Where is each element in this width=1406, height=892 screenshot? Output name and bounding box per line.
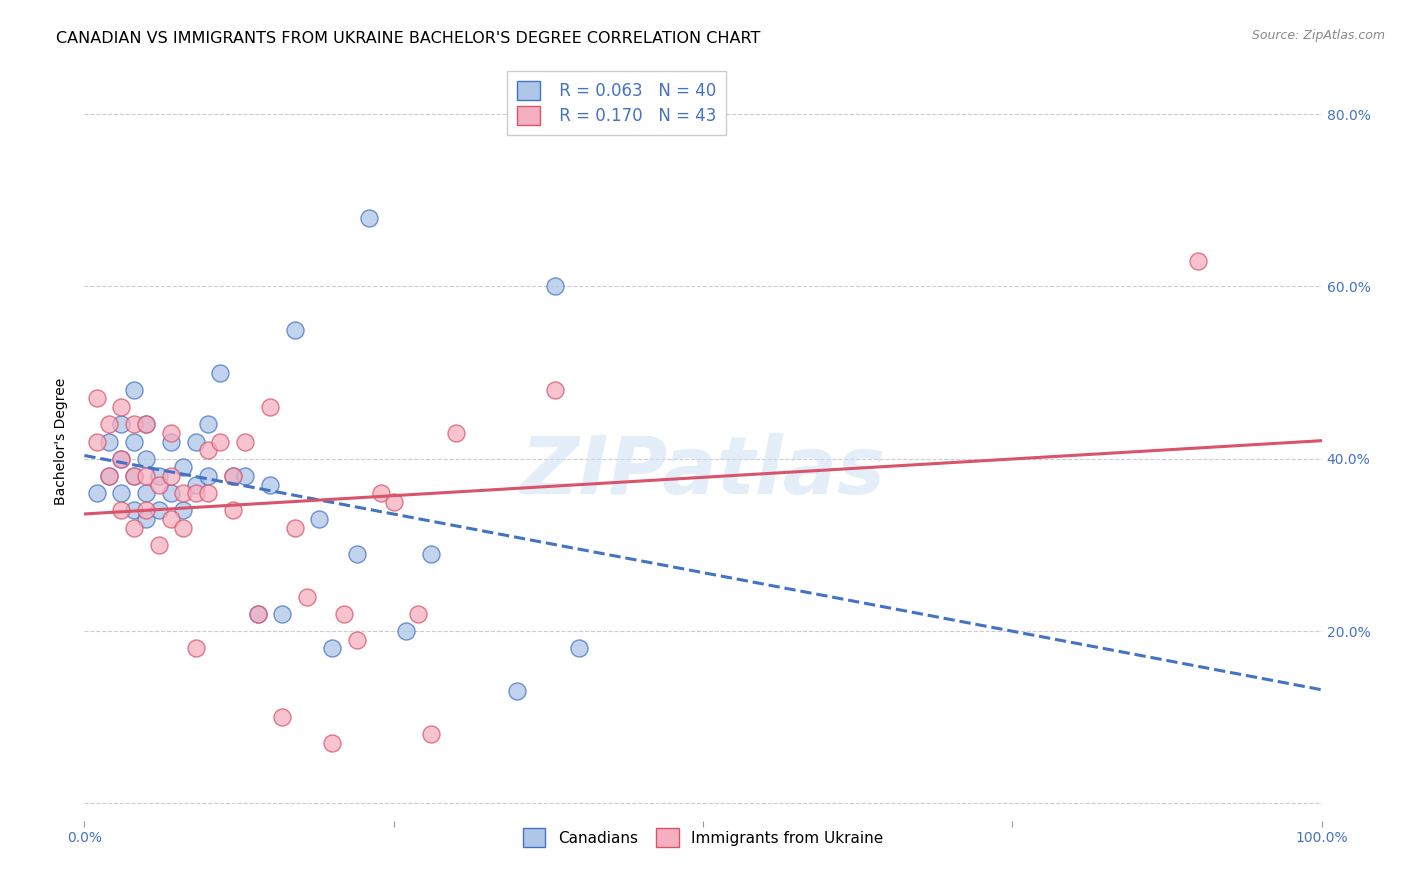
Point <box>160 486 183 500</box>
Point <box>86 392 108 406</box>
Point <box>184 486 207 500</box>
Point <box>346 547 368 561</box>
Point <box>172 503 194 517</box>
Point <box>160 469 183 483</box>
Point <box>135 486 157 500</box>
Point <box>419 727 441 741</box>
Point <box>506 684 529 698</box>
Point <box>148 477 170 491</box>
Point <box>321 641 343 656</box>
Point <box>160 434 183 449</box>
Point <box>333 607 356 621</box>
Point <box>357 211 380 225</box>
Point <box>321 736 343 750</box>
Point <box>197 486 219 500</box>
Point <box>259 400 281 414</box>
Point <box>382 495 405 509</box>
Point <box>98 417 121 432</box>
Point <box>419 547 441 561</box>
Point <box>408 607 430 621</box>
Point <box>172 460 194 475</box>
Point <box>135 451 157 466</box>
Y-axis label: Bachelor's Degree: Bachelor's Degree <box>55 378 69 505</box>
Point <box>98 434 121 449</box>
Point <box>568 641 591 656</box>
Point <box>135 417 157 432</box>
Point <box>259 477 281 491</box>
Point <box>246 607 269 621</box>
Point <box>110 417 132 432</box>
Point <box>135 503 157 517</box>
Point <box>209 434 232 449</box>
Point <box>172 486 194 500</box>
Point <box>246 607 269 621</box>
Point <box>444 425 467 440</box>
Point <box>271 607 294 621</box>
Point <box>271 710 294 724</box>
Point <box>295 590 318 604</box>
Point <box>184 641 207 656</box>
Point <box>98 469 121 483</box>
Point <box>233 469 256 483</box>
Point <box>346 632 368 647</box>
Point <box>543 383 565 397</box>
Point <box>148 469 170 483</box>
Point <box>222 469 245 483</box>
Point <box>110 451 132 466</box>
Point <box>148 503 170 517</box>
Point <box>1187 253 1209 268</box>
Point <box>110 503 132 517</box>
Point <box>110 486 132 500</box>
Point <box>86 434 108 449</box>
Point <box>148 538 170 552</box>
Point <box>122 383 145 397</box>
Point <box>184 477 207 491</box>
Point <box>160 425 183 440</box>
Point <box>395 624 418 639</box>
Point <box>122 521 145 535</box>
Point <box>222 503 245 517</box>
Point <box>209 366 232 380</box>
Point <box>197 469 219 483</box>
Point <box>135 417 157 432</box>
Point <box>135 469 157 483</box>
Point <box>172 521 194 535</box>
Point <box>98 469 121 483</box>
Point <box>284 322 307 336</box>
Legend: Canadians, Immigrants from Ukraine: Canadians, Immigrants from Ukraine <box>515 821 891 855</box>
Point <box>135 512 157 526</box>
Point <box>543 279 565 293</box>
Point <box>233 434 256 449</box>
Text: CANADIAN VS IMMIGRANTS FROM UKRAINE BACHELOR'S DEGREE CORRELATION CHART: CANADIAN VS IMMIGRANTS FROM UKRAINE BACH… <box>56 31 761 46</box>
Point <box>197 417 219 432</box>
Point <box>308 512 330 526</box>
Point <box>122 434 145 449</box>
Point <box>370 486 392 500</box>
Point <box>110 451 132 466</box>
Text: Source: ZipAtlas.com: Source: ZipAtlas.com <box>1251 29 1385 42</box>
Point <box>122 469 145 483</box>
Point <box>110 400 132 414</box>
Point <box>122 503 145 517</box>
Point <box>284 521 307 535</box>
Point <box>122 417 145 432</box>
Point <box>160 512 183 526</box>
Point <box>197 443 219 458</box>
Text: ZIPatlas: ZIPatlas <box>520 433 886 511</box>
Point <box>184 434 207 449</box>
Point <box>122 469 145 483</box>
Point <box>222 469 245 483</box>
Point <box>86 486 108 500</box>
